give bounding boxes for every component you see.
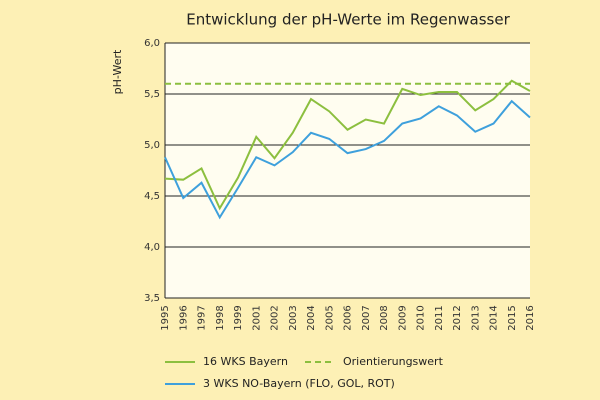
plot-area — [165, 43, 530, 298]
y-tick-label: 3,5 — [144, 293, 160, 304]
x-tick-label: 2010 — [416, 305, 427, 330]
x-tick-label: 2005 — [324, 305, 335, 330]
data-line — [164, 99, 531, 220]
x-tick-label: 2002 — [270, 305, 281, 330]
data-line — [164, 79, 531, 211]
x-tick-label: 2013 — [470, 305, 481, 330]
y-tick-label: 5,0 — [144, 140, 160, 151]
y-tick-label: 4,5 — [144, 191, 160, 202]
x-tick-label: 2009 — [397, 305, 408, 330]
x-tick-label: 2008 — [379, 305, 390, 330]
y-tick-label: 4,0 — [144, 242, 160, 253]
legend-label: 16 WKS Bayern — [203, 355, 288, 368]
y-tick-label: 6,0 — [144, 38, 160, 49]
x-tick-label: 2007 — [361, 305, 372, 330]
legend-label: 3 WKS NO-Bayern (FLO, GOL, ROT) — [203, 377, 395, 390]
chart-title: Entwicklung der pH-Werte im Regenwasser — [186, 11, 510, 29]
x-tick-label: 2015 — [507, 305, 518, 330]
legend-label: Orientierungswert — [343, 355, 444, 368]
y-tick-label: 5,5 — [144, 89, 160, 100]
x-tick-label: 2012 — [452, 305, 463, 330]
x-tick-label: 1995 — [160, 305, 171, 330]
x-tick-label: 2003 — [288, 305, 299, 330]
y-axis-label: pH-Wert — [111, 49, 124, 94]
x-tick-label: 2006 — [343, 305, 354, 330]
x-tick-label: 2011 — [434, 305, 445, 330]
x-tick-label: 1998 — [215, 305, 226, 330]
x-tick-label: 2014 — [489, 305, 500, 330]
x-tick-label: 2001 — [251, 305, 262, 330]
x-tick-label: 1999 — [233, 305, 244, 330]
x-tick-label: 1996 — [178, 305, 189, 330]
x-tick-label: 2004 — [306, 305, 317, 330]
x-tick-label: 2016 — [525, 305, 536, 330]
x-tick-label: 1997 — [197, 305, 208, 330]
